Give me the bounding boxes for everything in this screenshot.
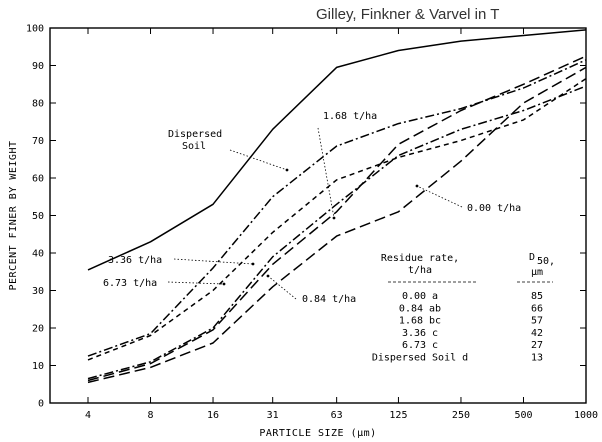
table-d50-cell: 57 (531, 316, 543, 327)
series-line-0-00-t-ha (87, 66, 587, 384)
table-rate-cell: 3.36 c (402, 328, 438, 339)
annotation-leader (317, 127, 335, 219)
y-tick-label: 40 (32, 249, 44, 260)
annotation-leader (167, 281, 225, 285)
x-tick-label: 4 (85, 410, 91, 421)
series-line-dispersed-soil (87, 29, 587, 271)
residue-table: Residue rate,t/ha D 50,μm 0.00 a 85 0.84 ab 66… (372, 252, 555, 364)
annotation-arrow-tip (266, 274, 270, 278)
table-d50-cell: 27 (531, 340, 543, 351)
table-header-left: t/ha (408, 265, 432, 276)
table-header-d-subscript: 50, (537, 256, 555, 267)
x-tick-label: 63 (331, 410, 343, 421)
annotation-leader (267, 275, 297, 300)
y-tick-label: 50 (32, 211, 44, 222)
series-line-1-68-t-ha (87, 59, 587, 357)
annotation-label: 0.84 t/ha (302, 294, 356, 305)
credit-text: Gilley, Finkner & Varvel in T (316, 6, 500, 23)
annotation-label: Dispersed (168, 129, 222, 140)
table-rate-cell: 0.00 a (402, 291, 438, 302)
y-tick-label: 100 (26, 24, 44, 35)
series-line-3-36-t-ha (87, 77, 587, 361)
annotation-label: Soil (182, 141, 206, 152)
table-header-left: Residue rate, (381, 253, 459, 264)
y-tick-label: 20 (32, 324, 44, 335)
table-header-d: D (529, 252, 535, 263)
y-axis-label: PERCENT FINER BY WEIGHT (8, 141, 19, 291)
y-tick-label: 90 (32, 61, 44, 72)
annotation-arrow-tip (332, 216, 336, 220)
annotation-leader (229, 149, 288, 171)
y-tick-label: 70 (32, 136, 44, 147)
annotation-arrow-tip (251, 262, 255, 266)
annotation-leader (416, 185, 463, 208)
axes: 0 10 20 30 40 50 60 70 80 90 100 4 8 16 31 63 125 250 500 1… (8, 24, 598, 440)
series-line-6-73-t-ha (87, 85, 587, 380)
x-tick-label: 250 (452, 410, 470, 421)
y-tick-label: 0 (38, 399, 44, 410)
x-tick-label: 125 (389, 410, 407, 421)
table-d50-cell: 85 (531, 291, 543, 302)
y-tick-label: 30 (32, 286, 44, 297)
table-rate-cell: 0.84 ab (399, 303, 441, 314)
annotation-arrow-tip (415, 184, 419, 188)
annotation-arrow-tip (222, 282, 226, 286)
annotation-label: 0.00 t/ha (467, 203, 521, 214)
series-layer (87, 29, 587, 384)
table-header-um: μm (531, 267, 543, 278)
table-d50-cell: 66 (531, 303, 543, 314)
table-d50-cell: 42 (531, 328, 543, 339)
x-tick-label: 8 (148, 410, 154, 421)
annotation-label: 1.68 t/ha (323, 111, 377, 122)
series-line-0-84-t-ha (87, 55, 587, 382)
x-tick-label: 31 (267, 410, 279, 421)
x-tick-label: 16 (207, 410, 219, 421)
annotation-label: 3.36 t/ha (108, 255, 162, 266)
table-rate-cell: 1.68 bc (399, 316, 441, 327)
y-tick-label: 60 (32, 174, 44, 185)
table-d50-cell: 13 (531, 353, 543, 364)
y-tick-label: 10 (32, 361, 44, 372)
x-tick-label: 500 (514, 410, 532, 421)
x-tick-label: 1000 (574, 410, 598, 421)
table-rate-cell: 6.73 c (402, 340, 438, 351)
x-axis-label: PARTICLE SIZE (μm) (259, 428, 376, 439)
y-tick-label: 80 (32, 99, 44, 110)
plot-frame (49, 27, 587, 404)
annotation-arrow-tip (285, 168, 289, 172)
annotation-leader (173, 258, 254, 265)
annotation-label: 6.73 t/ha (103, 278, 157, 289)
table-rate-cell: Dispersed Soil d (372, 353, 468, 364)
